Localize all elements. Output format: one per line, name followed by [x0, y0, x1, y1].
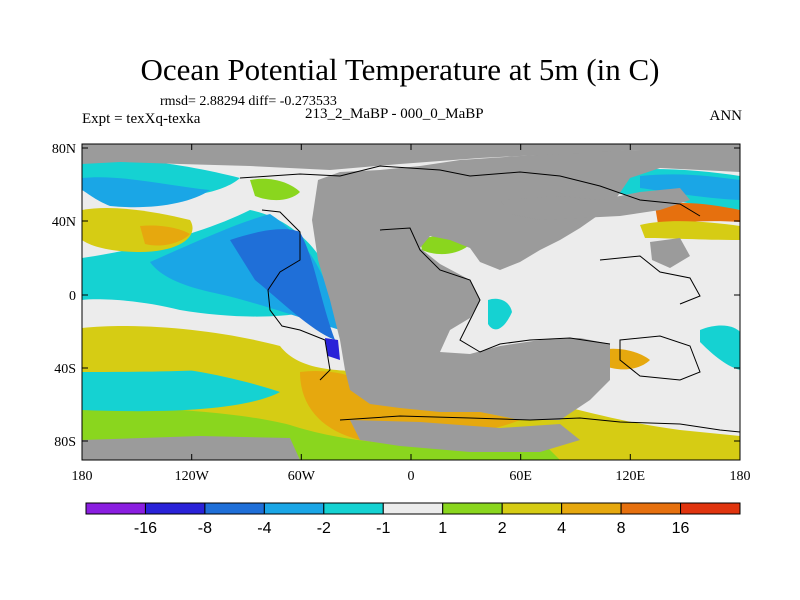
- y-tick-label: 0: [69, 289, 76, 304]
- colorbar-label: -4: [257, 520, 271, 537]
- anomaly-indian-cyan: [700, 325, 740, 370]
- colorbar-swatch: [501, 502, 563, 515]
- anomaly-atlantic-green: [250, 178, 300, 201]
- colorbar: -16 -8 -4 -2 -1 1 2 4 8 16: [85, 502, 741, 537]
- anomaly-north-lightblue: [82, 177, 210, 208]
- x-tick-label: 180: [730, 469, 751, 484]
- colorbar-swatch: [382, 502, 444, 515]
- colorbar-swatch: [323, 502, 384, 515]
- x-tick-label: 0: [408, 469, 415, 484]
- anomaly-pacific-darkblue: [325, 338, 340, 360]
- y-axis-labels: 80N 40N 0 40S 80S: [52, 142, 76, 450]
- anomaly-southpac-band: [82, 343, 280, 372]
- stats-text: rmsd= 2.88294 diff= -0.273533: [160, 94, 337, 109]
- colorbar-swatch: [263, 502, 325, 515]
- colorbar-swatch: [85, 502, 146, 515]
- landmass-southwest: [82, 436, 300, 460]
- anomaly-kuroshio-orange: [655, 203, 740, 224]
- colorbar-label: -1: [376, 520, 390, 537]
- landmass-asia-arm: [500, 188, 690, 220]
- coastline-north: [239, 165, 701, 217]
- colorbar-label: 4: [557, 520, 566, 537]
- map-title: Ocean Potential Temperature at 5m (in C): [140, 52, 660, 87]
- coastline-south: [339, 415, 740, 433]
- x-tick-label: 120E: [616, 469, 646, 484]
- coastline-central: [379, 227, 611, 353]
- colorbar-label: 16: [672, 520, 690, 537]
- x-tick-label: 120W: [175, 469, 210, 484]
- period-label: 213_2_MaBP - 000_0_MaBP: [305, 106, 484, 122]
- landmass-south-block: [350, 420, 580, 452]
- landmass-north-arm: [82, 144, 740, 170]
- y-tick-label: 80S: [54, 435, 76, 450]
- colorbar-swatch: [680, 502, 741, 515]
- coastline-eastern-island: [619, 335, 701, 381]
- experiment-label: Expt = texXq-texka: [82, 111, 201, 127]
- landmass-pangea: [312, 148, 740, 420]
- x-axis-ticks: [81, 144, 741, 460]
- season-label: ANN: [709, 108, 743, 124]
- colorbar-label: -8: [198, 520, 212, 537]
- x-tick-label: 60W: [288, 469, 316, 484]
- colorbar-label: -16: [134, 520, 157, 537]
- coastlines: [239, 165, 740, 433]
- coastline-east: [599, 255, 701, 305]
- colorbar-swatch: [561, 502, 622, 515]
- anomaly-indian-cyan-west: [488, 298, 512, 330]
- anomaly-northeast-blue: [640, 174, 740, 200]
- map-plot-area: [82, 144, 740, 460]
- colorbar-label: -2: [317, 520, 331, 537]
- anomaly-pacific-blue: [230, 229, 335, 340]
- anomaly-northpac-orange: [140, 225, 190, 246]
- colorbar-swatch: [620, 502, 682, 515]
- x-axis-labels: 180 120W 60W 0 60E 120E 180: [72, 469, 751, 484]
- anomaly-south-cyan: [82, 360, 280, 412]
- colorbar-label: 8: [617, 520, 626, 537]
- y-tick-label: 40N: [52, 215, 76, 230]
- colorbar-swatch: [442, 502, 503, 515]
- x-tick-label: 60E: [509, 469, 532, 484]
- anomaly-se-orange: [600, 348, 650, 370]
- landmass-east-island: [650, 238, 690, 268]
- y-tick-label: 80N: [52, 142, 76, 157]
- coastline-west: [261, 209, 331, 381]
- y-tick-label: 40S: [54, 362, 76, 377]
- y-axis-ticks: [82, 147, 740, 442]
- colorbar-label: 2: [498, 520, 507, 537]
- anomaly-northeast-yellow: [640, 221, 740, 240]
- colorbar-swatch: [144, 502, 206, 515]
- colorbar-label: 1: [438, 520, 447, 537]
- x-tick-label: 180: [72, 469, 93, 484]
- colorbar-swatch: [204, 502, 265, 515]
